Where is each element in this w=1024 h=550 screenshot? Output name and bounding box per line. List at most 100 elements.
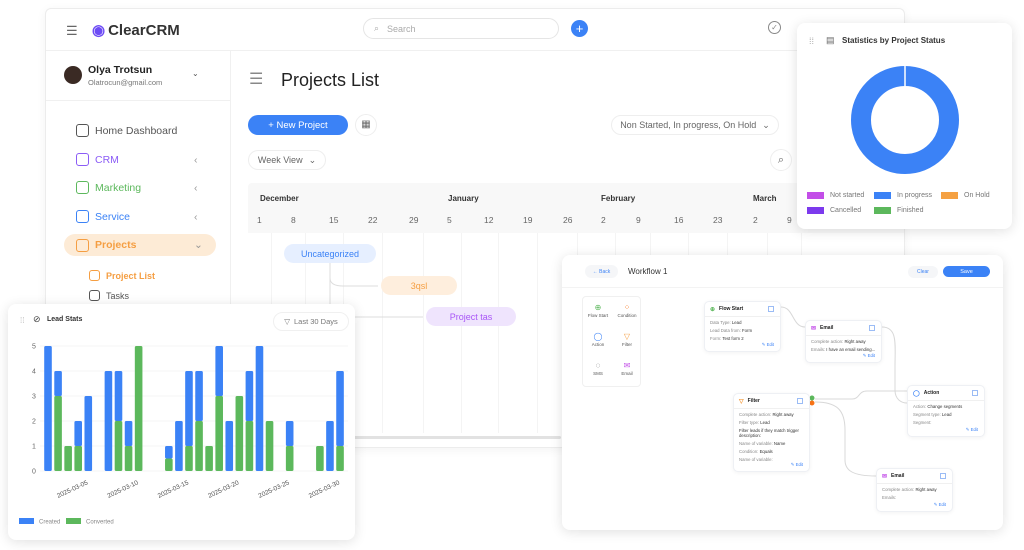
dashboard-icon xyxy=(76,124,89,137)
bar-converted-2025-03-04[interactable] xyxy=(74,446,83,471)
bar-converted-2025-03-17[interactable] xyxy=(205,446,213,471)
new-project-button[interactable]: + New Project xyxy=(248,115,348,135)
bar-created-2025-03-19[interactable] xyxy=(225,421,234,471)
gantt-month: March xyxy=(753,194,777,203)
palette-flow-start[interactable]: ⊕ Flow Start xyxy=(585,303,611,318)
gantt-day: 9 xyxy=(787,215,792,225)
bar-converted-2025-03-09[interactable] xyxy=(124,446,133,471)
sidebar-item-home-dashboard[interactable]: Home Dashboard xyxy=(76,124,177,137)
bar-created-2025-03-22[interactable] xyxy=(255,346,264,471)
edit-link[interactable]: ✎ Edit xyxy=(790,462,803,467)
bar-converted-2025-03-20[interactable] xyxy=(235,396,244,471)
bar-converted-2025-03-02[interactable] xyxy=(54,396,62,471)
expand-icon[interactable] xyxy=(940,473,946,479)
sidebar-item-service[interactable]: Service ‹ xyxy=(76,210,198,223)
horizontal-scrollbar[interactable] xyxy=(331,436,561,439)
date-range-filter[interactable]: ▽ Last 30 Days xyxy=(273,312,349,331)
palette-filter[interactable]: ▽ Filter xyxy=(614,332,640,347)
expand-icon[interactable] xyxy=(768,306,774,312)
back-button[interactable]: ← Back xyxy=(585,265,618,278)
bar-created-2025-03-05[interactable] xyxy=(84,396,93,471)
legend-item[interactable]: Not started xyxy=(807,192,864,199)
sidebar-item-marketing[interactable]: Marketing ‹ xyxy=(76,181,198,194)
sidebar-item-projects[interactable]: Projects ⌄ xyxy=(64,234,216,256)
bar-converted-2025-03-03[interactable] xyxy=(64,446,72,471)
gantt-day: 16 xyxy=(674,215,684,225)
save-button[interactable]: Save xyxy=(943,266,990,277)
bar-created-2025-03-01[interactable] xyxy=(44,346,52,471)
bar-created-2025-03-14[interactable] xyxy=(175,421,183,471)
legend-item[interactable]: Cancelled xyxy=(807,207,861,214)
bar-created-2025-03-25[interactable] xyxy=(285,421,294,446)
bar-converted-2025-03-25[interactable] xyxy=(285,446,294,471)
workflow-node-email[interactable]: ✉ Email Complete action: Right away Emails:… xyxy=(805,320,882,363)
expand-icon[interactable] xyxy=(972,390,978,396)
chevron-left-icon: ‹ xyxy=(194,181,198,194)
hamburger-menu-icon[interactable]: ☰ xyxy=(66,23,78,38)
bar-created-2025-03-07[interactable] xyxy=(104,371,113,471)
view-select[interactable]: Week View ⌄ xyxy=(248,150,326,170)
gantt-project-bar[interactable]: 3qsl xyxy=(381,276,457,295)
edit-link[interactable]: ✎ Edit xyxy=(761,342,774,347)
search-input[interactable]: ⌕ Search xyxy=(363,18,559,39)
bar-created-2025-03-21[interactable] xyxy=(245,371,254,421)
true-handle[interactable] xyxy=(809,395,815,401)
drag-handle-icon[interactable]: ⁞⁞ xyxy=(20,316,25,325)
bar-created-2025-03-18[interactable] xyxy=(215,346,223,396)
workflow-node-flow-start[interactable]: ⊕ Flow Start Data Type: Lead Lead Data from… xyxy=(704,301,781,352)
legend-item[interactable]: On Hold xyxy=(941,192,990,199)
bar-created-2025-03-16[interactable] xyxy=(195,371,203,421)
add-button[interactable]: + xyxy=(571,20,588,37)
legend-label[interactable]: Converted xyxy=(86,520,114,526)
false-handle[interactable] xyxy=(809,400,815,406)
edit-link[interactable]: ✎ Edit xyxy=(965,427,978,432)
bar-created-2025-03-02[interactable] xyxy=(54,371,62,396)
palette-sms[interactable]: ◌ SMS xyxy=(585,361,611,376)
sidebar-item-crm[interactable]: CRM ‹ xyxy=(76,153,198,166)
donut-slice-in-progress[interactable] xyxy=(851,66,959,174)
bar-created-2025-03-08[interactable] xyxy=(114,371,123,421)
legend-item[interactable]: In progress xyxy=(874,192,932,199)
bar-converted-2025-03-21[interactable] xyxy=(245,421,254,471)
workflow-node-email[interactable]: ✉ Email Complete action: Right away Emails:… xyxy=(876,468,953,512)
bar-converted-2025-03-13[interactable] xyxy=(165,458,173,472)
bar-converted-2025-03-08[interactable] xyxy=(114,421,123,471)
logo: ◉ ClearCRM xyxy=(92,21,180,40)
expand-icon[interactable] xyxy=(869,325,875,331)
expand-icon[interactable] xyxy=(797,398,803,404)
status-filter-select[interactable]: Non Started, In progress, On Hold ⌄ xyxy=(611,115,779,135)
bar-converted-2025-03-23[interactable] xyxy=(265,421,274,471)
bar-created-2025-03-15[interactable] xyxy=(185,371,193,446)
bar-created-2025-03-29[interactable] xyxy=(326,421,334,471)
check-icon[interactable]: ✓ xyxy=(768,21,781,34)
bar-converted-2025-03-16[interactable] xyxy=(195,421,203,471)
bar-converted-2025-03-18[interactable] xyxy=(215,396,223,471)
bar-converted-2025-03-28[interactable] xyxy=(316,446,324,471)
palette-condition[interactable]: ⁘ Condition xyxy=(614,303,640,318)
legend-item[interactable]: Finished xyxy=(874,207,923,214)
palette-email[interactable]: ✉ Email xyxy=(614,361,640,376)
workflow-node-action[interactable]: ◯ Action Action: Change segments Segment ty… xyxy=(907,385,985,437)
gantt-project-bar[interactable]: Uncategorized xyxy=(284,244,376,263)
user-menu-chevron-icon[interactable]: ⌄ xyxy=(192,69,199,78)
legend-label[interactable]: Created xyxy=(39,520,60,526)
edit-link[interactable]: ✎ Edit xyxy=(933,502,946,507)
drag-handle-icon[interactable]: ⁞⁞ xyxy=(809,36,815,46)
bar-converted-2025-03-15[interactable] xyxy=(185,446,193,471)
workflow-node-filter[interactable]: ▽ Filter Complete action: Right away Filter… xyxy=(733,393,810,472)
gantt-project-bar[interactable]: Project tas xyxy=(426,307,516,326)
edit-link[interactable]: ✎ Edit xyxy=(862,353,875,358)
bar-created-2025-03-04[interactable] xyxy=(74,421,83,446)
clear-button[interactable]: Clear xyxy=(908,266,938,278)
node-field: Form: Test form 2 xyxy=(710,336,744,341)
sidebar-subitem-project-list[interactable]: Project List xyxy=(89,270,155,281)
bar-converted-2025-03-10[interactable] xyxy=(134,346,143,471)
bar-created-2025-03-13[interactable] xyxy=(165,446,173,459)
table-view-icon[interactable]: ▦ xyxy=(355,114,377,136)
sidebar-subitem-tasks[interactable]: Tasks xyxy=(89,290,129,301)
bar-converted-2025-03-30[interactable] xyxy=(336,446,344,471)
bar-created-2025-03-09[interactable] xyxy=(124,421,133,446)
palette-action[interactable]: ◯ Action xyxy=(585,332,611,347)
gantt-search-button[interactable]: ⌕ xyxy=(770,149,792,171)
bar-created-2025-03-30[interactable] xyxy=(336,371,344,446)
